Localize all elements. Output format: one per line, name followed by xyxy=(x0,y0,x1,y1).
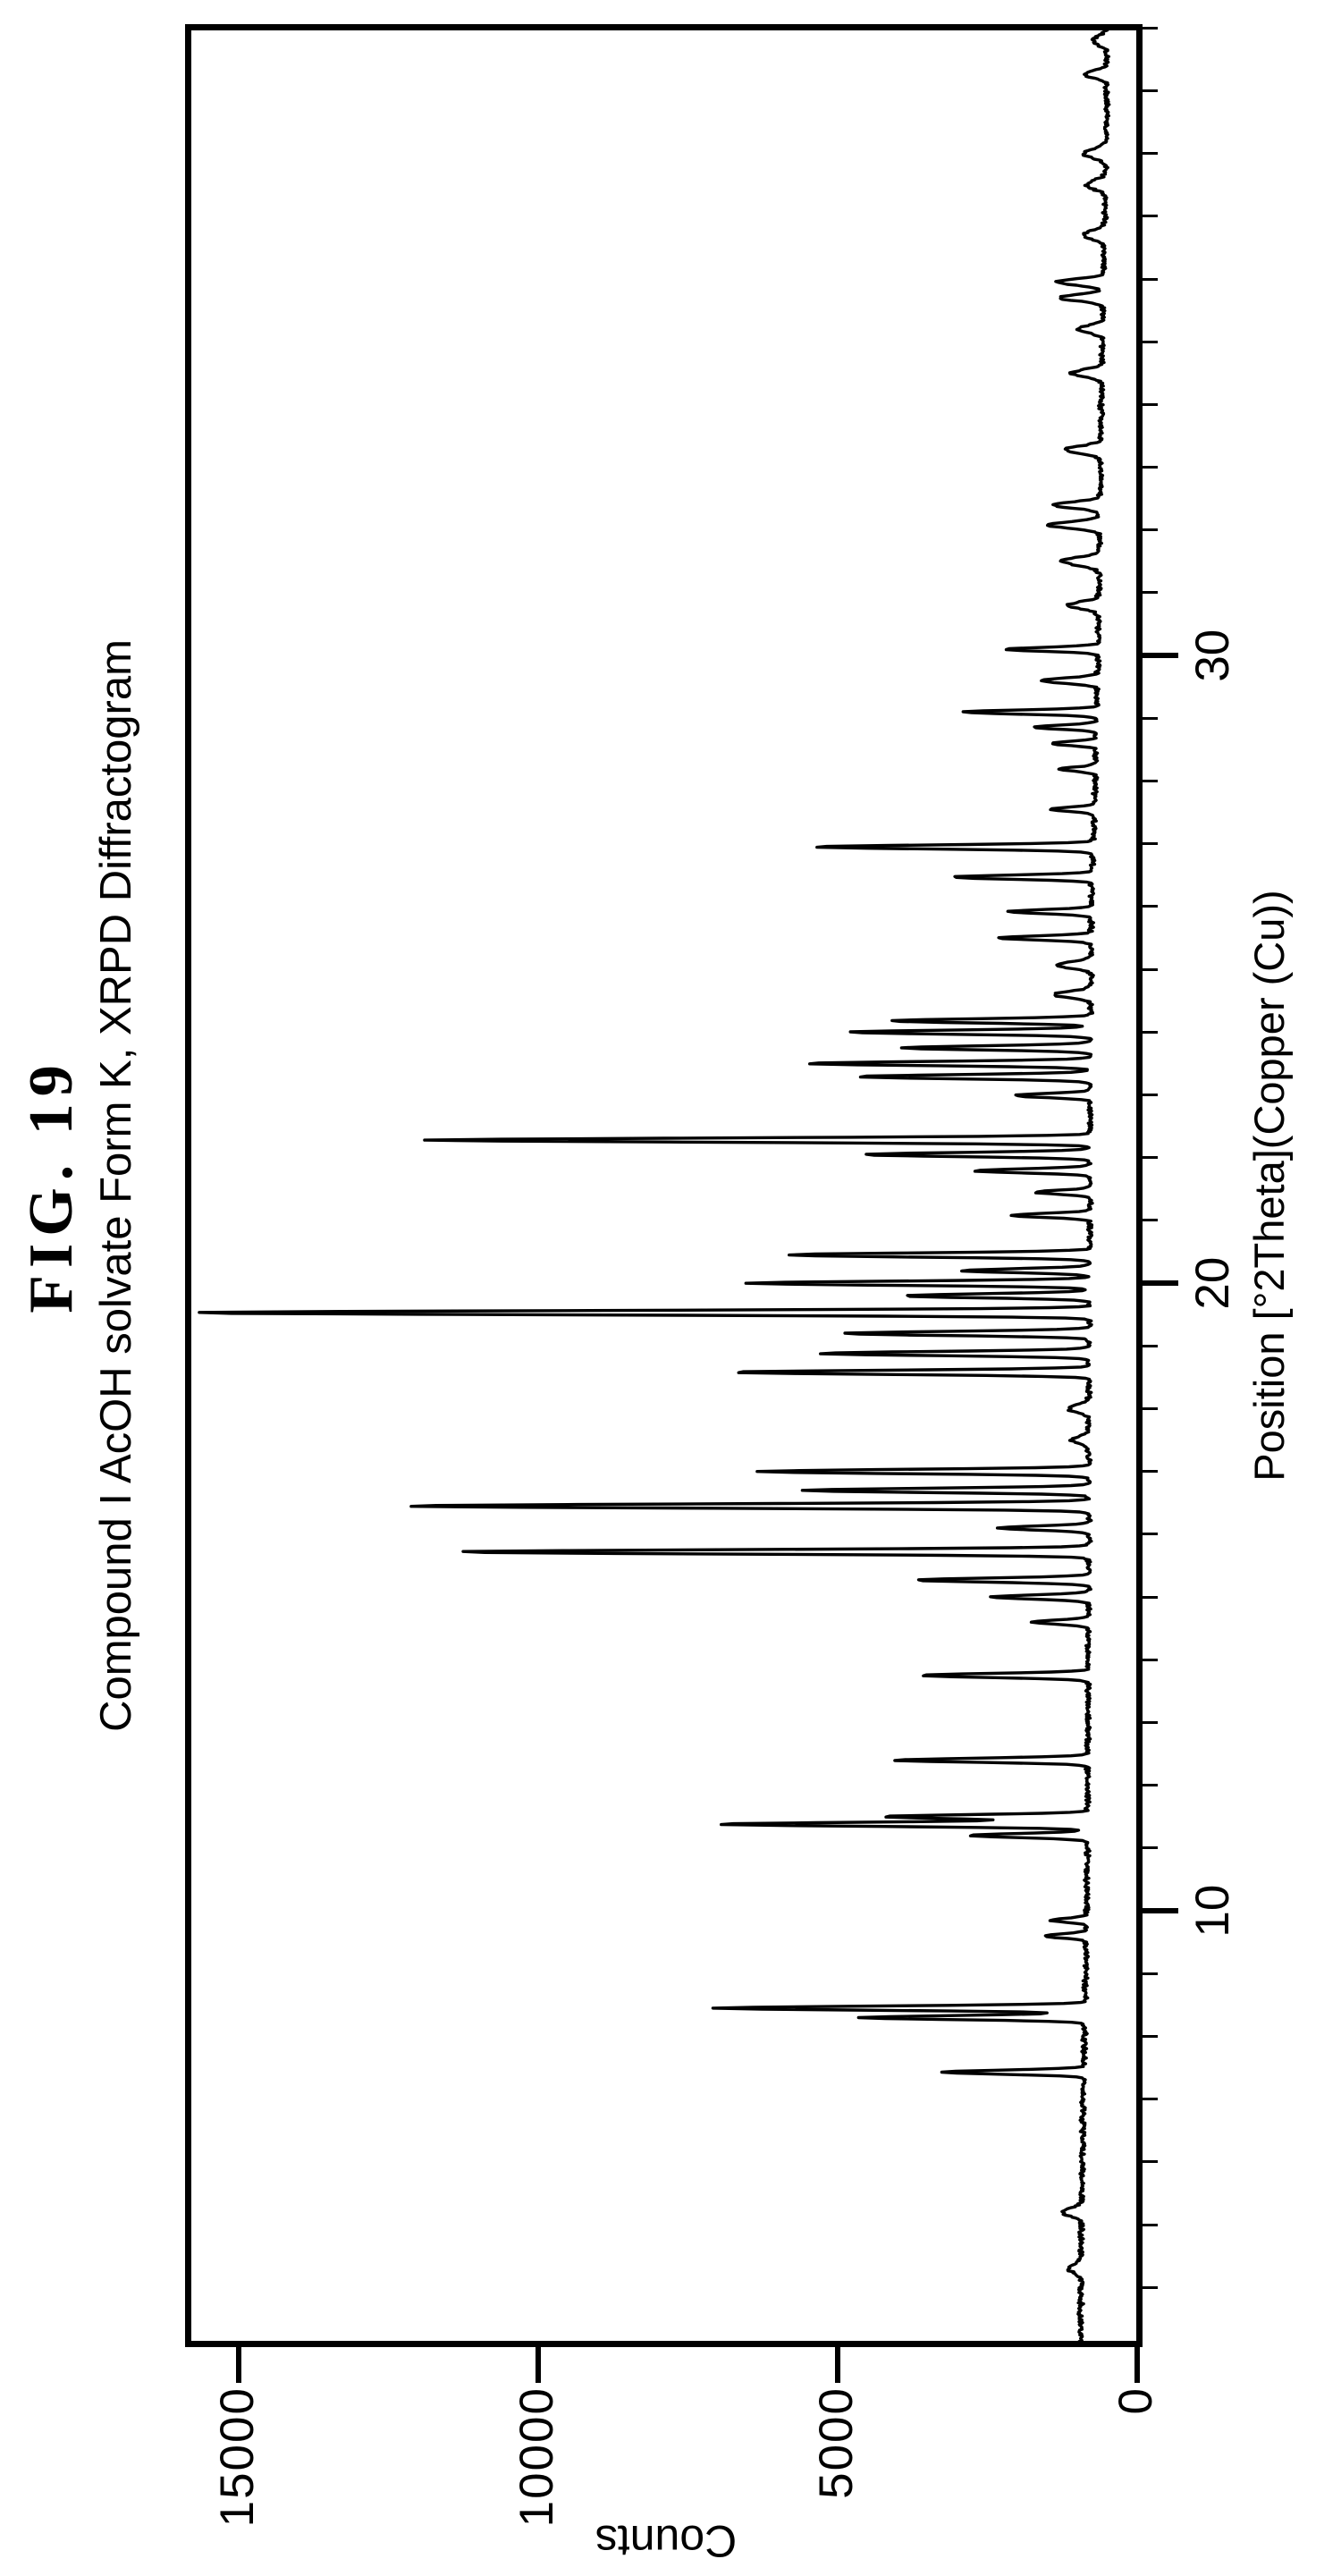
y-tick-label: 0 xyxy=(1109,2386,1162,2415)
y-axis-tick xyxy=(1134,2347,1140,2383)
x-axis-minor-tick xyxy=(1143,842,1158,846)
x-axis-minor-tick xyxy=(1143,1094,1158,1097)
x-axis-minor-tick xyxy=(1143,967,1158,971)
y-axis-tick xyxy=(236,2347,242,2383)
x-axis-minor-tick xyxy=(1143,716,1158,720)
x-axis-minor-tick xyxy=(1143,215,1158,218)
x-axis-minor-tick xyxy=(1143,1156,1158,1160)
x-axis-major-tick xyxy=(1143,1908,1178,1914)
chart-subtitle: Compound I AcOH solvate Form K, XRPD Dif… xyxy=(92,639,140,1732)
plot-area xyxy=(185,24,1143,2347)
x-axis-minor-tick xyxy=(1143,1533,1158,1536)
x-tick-label: 20 xyxy=(1186,1256,1239,1310)
x-axis-minor-tick xyxy=(1143,1344,1158,1347)
x-axis-minor-tick xyxy=(1143,1030,1158,1034)
x-axis-minor-tick xyxy=(1143,1721,1158,1725)
x-axis-minor-tick xyxy=(1143,1846,1158,1850)
x-axis-minor-tick xyxy=(1143,780,1158,783)
x-axis-minor-tick xyxy=(1143,1972,1158,1975)
x-axis-minor-tick xyxy=(1143,1784,1158,1787)
x-axis-minor-tick xyxy=(1143,905,1158,908)
x-axis-minor-tick xyxy=(1143,1219,1158,1222)
x-tick-label: 30 xyxy=(1186,629,1239,682)
figure-label: FIG. 19 xyxy=(17,1058,86,1313)
x-axis-minor-tick xyxy=(1143,1595,1158,1599)
x-axis-minor-tick xyxy=(1143,152,1158,156)
x-axis-title: Position [°2Theta](Copper (Cu)) xyxy=(1245,890,1293,1482)
xrpd-trace xyxy=(198,24,1111,2347)
x-axis-minor-tick xyxy=(1143,89,1158,92)
x-axis-minor-tick xyxy=(1143,591,1158,595)
x-axis-minor-tick xyxy=(1143,277,1158,281)
y-axis-tick xyxy=(835,2347,841,2383)
x-axis-minor-tick xyxy=(1143,340,1158,343)
y-axis-tick xyxy=(536,2347,542,2383)
x-axis-minor-tick xyxy=(1143,2035,1158,2039)
x-axis-minor-tick xyxy=(1143,466,1158,469)
x-axis-minor-tick xyxy=(1143,528,1158,532)
x-axis-minor-tick xyxy=(1143,26,1158,30)
y-axis-title: Counts xyxy=(595,2516,738,2566)
x-axis-minor-tick xyxy=(1143,1407,1158,1411)
x-axis-major-tick xyxy=(1143,1280,1178,1287)
x-axis-minor-tick xyxy=(1143,2223,1158,2226)
x-axis-minor-tick xyxy=(1143,1470,1158,1474)
x-axis-minor-tick xyxy=(1143,402,1158,406)
x-axis-minor-tick xyxy=(1143,1658,1158,1661)
y-tick-label: 15000 xyxy=(211,2386,265,2528)
x-tick-label: 10 xyxy=(1186,1884,1239,1938)
x-axis-minor-tick xyxy=(1143,2098,1158,2101)
xrpd-trace-canvas xyxy=(198,24,1111,2347)
x-axis-major-tick xyxy=(1143,653,1178,659)
x-axis-minor-tick xyxy=(1143,2160,1158,2164)
x-axis-minor-tick xyxy=(1143,2285,1158,2289)
